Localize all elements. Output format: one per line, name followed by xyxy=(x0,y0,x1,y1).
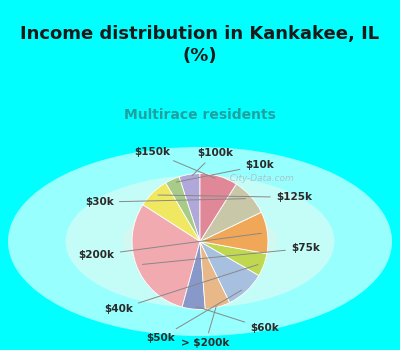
Text: $125k: $125k xyxy=(158,193,312,202)
Text: $100k: $100k xyxy=(192,148,233,176)
Wedge shape xyxy=(179,174,200,241)
Text: $40k: $40k xyxy=(104,265,258,314)
Text: City-Data.com: City-Data.com xyxy=(224,174,294,183)
Text: $60k: $60k xyxy=(197,307,279,334)
Ellipse shape xyxy=(66,175,334,308)
Text: $10k: $10k xyxy=(176,160,274,182)
Wedge shape xyxy=(143,183,200,242)
Text: > $200k: > $200k xyxy=(181,307,230,348)
Wedge shape xyxy=(200,174,236,241)
Ellipse shape xyxy=(123,204,277,279)
Wedge shape xyxy=(200,241,230,309)
Text: $150k: $150k xyxy=(134,147,215,178)
Text: Income distribution in Kankakee, IL
(%): Income distribution in Kankakee, IL (%) xyxy=(20,25,380,65)
Text: $200k: $200k xyxy=(79,233,261,260)
Wedge shape xyxy=(200,184,261,241)
Text: Multirace residents: Multirace residents xyxy=(124,108,276,122)
Text: $75k: $75k xyxy=(142,243,320,264)
Wedge shape xyxy=(132,205,200,307)
Wedge shape xyxy=(166,177,200,242)
Ellipse shape xyxy=(8,147,392,336)
Wedge shape xyxy=(200,212,268,254)
Text: $30k: $30k xyxy=(85,197,246,207)
Text: $50k: $50k xyxy=(146,290,242,343)
Wedge shape xyxy=(200,241,267,275)
Wedge shape xyxy=(200,241,259,303)
Wedge shape xyxy=(182,241,205,309)
